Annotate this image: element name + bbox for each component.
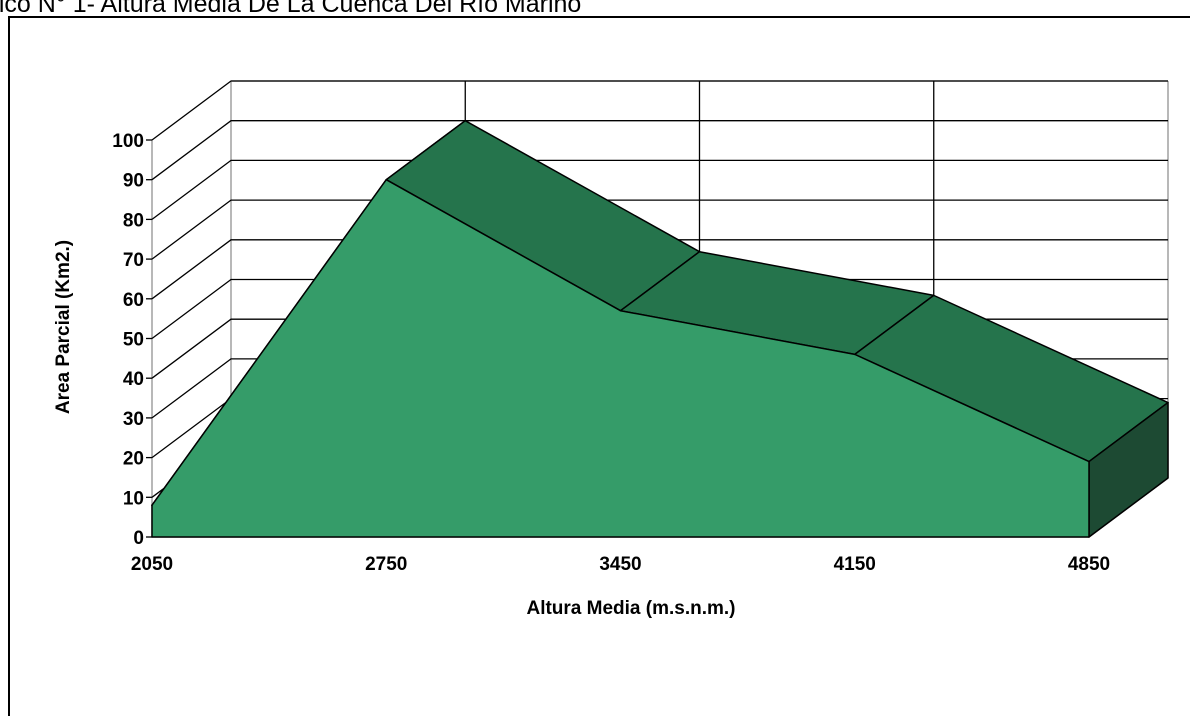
data-point xyxy=(619,309,622,312)
y-tick-label: 100 xyxy=(112,131,144,152)
data-point xyxy=(853,353,856,356)
data-point xyxy=(1088,460,1090,463)
axis-labels: 0 10 20 30 40 50 60 70 80 90 100 2050 2750 3450 4150 48… xyxy=(112,131,1110,575)
y-tick-label: 30 xyxy=(123,409,144,430)
y-tick-label: 70 xyxy=(123,250,144,271)
area-series xyxy=(151,119,1169,538)
x-tick-label: 4850 xyxy=(1068,554,1110,575)
y-tick-label: 60 xyxy=(123,290,144,311)
x-tick-label: 2750 xyxy=(365,554,407,575)
gridline-y xyxy=(151,278,1168,340)
gridline-y xyxy=(151,159,1168,220)
x-tick-label: 4150 xyxy=(834,554,876,575)
gridline-y xyxy=(151,199,1168,260)
y-tick-label: 50 xyxy=(123,330,144,351)
area-front-face xyxy=(151,178,1090,538)
data-point xyxy=(385,178,388,181)
y-tick-label: 0 xyxy=(133,528,144,549)
gridline-y xyxy=(151,120,1168,181)
y-tick-label: 90 xyxy=(123,171,144,192)
x-tick-label: 3450 xyxy=(599,554,641,575)
y-axis-title: Area Parcial (Km2.) xyxy=(53,240,74,414)
y-tick-label: 20 xyxy=(123,449,144,470)
y-tick-label: 40 xyxy=(123,369,144,390)
y-tick-label: 80 xyxy=(123,210,144,231)
gridline-y xyxy=(151,239,1168,300)
x-tick-label: 2050 xyxy=(131,554,173,575)
x-axis-title: Altura Media (m.s.n.m.) xyxy=(526,598,735,619)
gridline-y xyxy=(151,80,1168,141)
chart-title: áfico N° 1- Altura Media De La Cuenca De… xyxy=(0,0,582,18)
y-tick-label: 10 xyxy=(123,488,144,509)
chart-frame xyxy=(8,16,1190,716)
data-point xyxy=(151,504,153,507)
